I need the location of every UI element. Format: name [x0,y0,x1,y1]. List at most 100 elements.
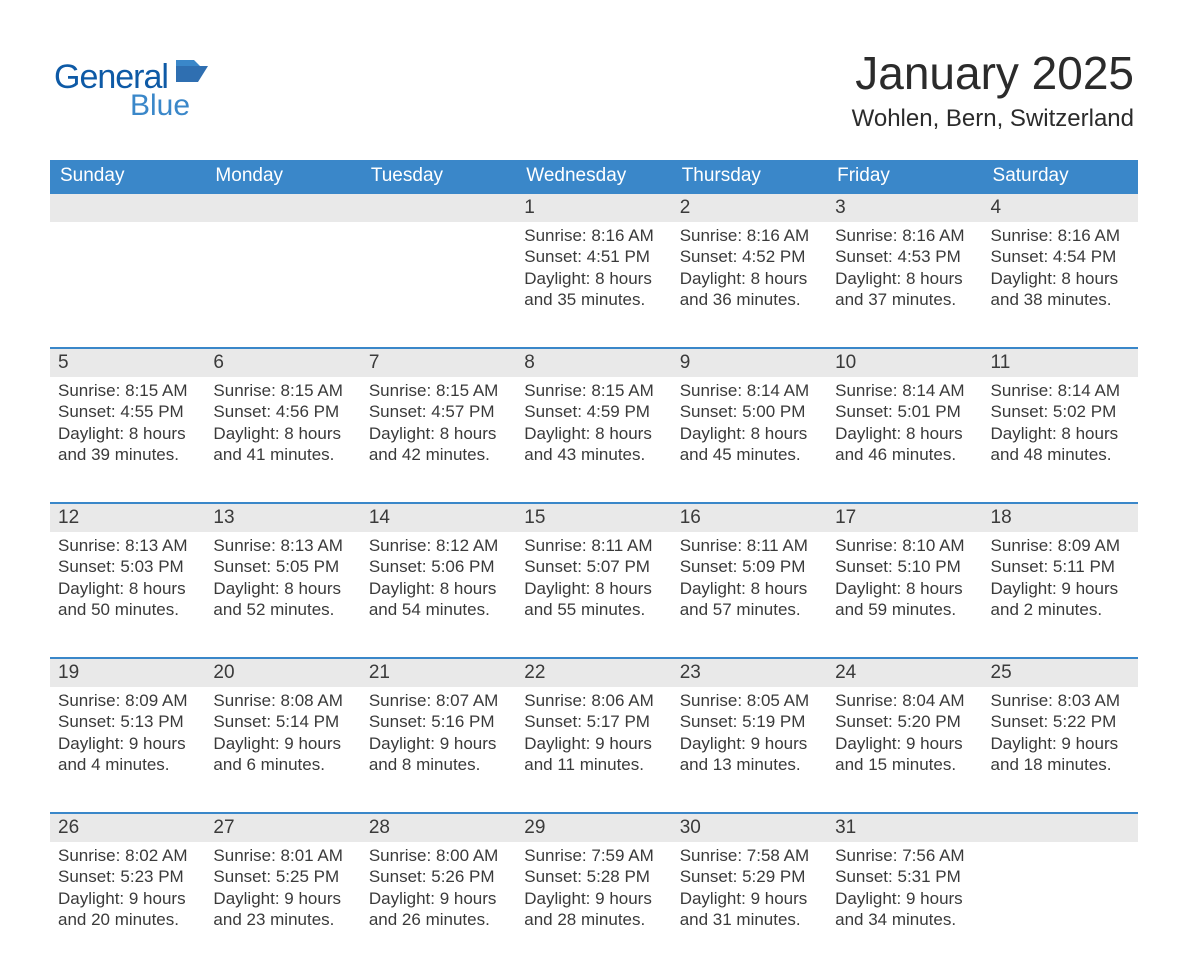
daylight-line1: Daylight: 8 hours [991,268,1130,289]
daylight-value1: 9 hours [751,889,808,908]
daylight-line1: Daylight: 8 hours [58,578,197,599]
daylight-label: Daylight: [680,734,746,753]
sunrise-label: Sunrise: [991,226,1053,245]
sunset-line: Sunset: 4:56 PM [213,401,352,422]
sunrise-value: 8:10 AM [902,536,964,555]
sunset-label: Sunset: [369,712,427,731]
daylight-line2: and 52 minutes. [213,599,352,620]
day-content-cell: Sunrise: 7:58 AMSunset: 5:29 PMDaylight:… [672,842,827,967]
daylight-value1: 9 hours [1061,579,1118,598]
sunset-label: Sunset: [213,557,271,576]
sunset-line: Sunset: 5:16 PM [369,711,508,732]
sunrise-line: Sunrise: 8:03 AM [991,690,1130,711]
sunrise-line: Sunrise: 8:06 AM [524,690,663,711]
daylight-label: Daylight: [835,889,901,908]
daylight-value1: 8 hours [129,424,186,443]
sunset-line: Sunset: 5:02 PM [991,401,1130,422]
daylight-line1: Daylight: 8 hours [58,423,197,444]
sunset-value: 4:54 PM [1053,247,1116,266]
sunrise-label: Sunrise: [369,381,431,400]
daylight-label: Daylight: [58,424,124,443]
sunrise-line: Sunrise: 8:15 AM [524,380,663,401]
sunset-label: Sunset: [58,402,116,421]
daylight-value1: 8 hours [595,269,652,288]
month-title: January 2025 [852,48,1134,99]
daylight-label: Daylight: [213,889,279,908]
daylight-label: Daylight: [524,269,590,288]
sunset-value: 5:29 PM [742,867,805,886]
daylight-value1: 8 hours [751,579,808,598]
daylight-line1: Daylight: 9 hours [680,733,819,754]
sunset-value: 5:03 PM [120,557,183,576]
sunset-value: 4:52 PM [742,247,805,266]
day-content-cell: Sunrise: 8:16 AMSunset: 4:54 PMDaylight:… [983,222,1138,348]
daylight-value1: 8 hours [751,424,808,443]
sunrise-value: 8:06 AM [591,691,653,710]
sunrise-label: Sunrise: [835,536,897,555]
sunset-value: 5:10 PM [898,557,961,576]
sunset-label: Sunset: [991,247,1049,266]
day-content-cell: Sunrise: 8:13 AMSunset: 5:03 PMDaylight:… [50,532,205,658]
daylight-label: Daylight: [524,734,590,753]
sunrise-line: Sunrise: 7:56 AM [835,845,974,866]
daylight-line2: and 37 minutes. [835,289,974,310]
sunset-label: Sunset: [524,247,582,266]
day-content-cell: Sunrise: 8:07 AMSunset: 5:16 PMDaylight:… [361,687,516,813]
daylight-line1: Daylight: 9 hours [58,733,197,754]
day-content-cell: Sunrise: 8:14 AMSunset: 5:02 PMDaylight:… [983,377,1138,503]
weekday-header: Sunday [50,160,205,193]
day-content-cell: Sunrise: 7:56 AMSunset: 5:31 PM Daylight:… [827,842,982,967]
sunrise-label: Sunrise: [58,536,120,555]
daylight-value1: 9 hours [284,734,341,753]
day-content-cell: Sunrise: 8:12 AMSunset: 5:06 PMDaylight:… [361,532,516,658]
daynum-row: 567891011 [50,348,1138,377]
sunset-line: Sunset: 4:53 PM [835,246,974,267]
sunrise-line: Sunrise: 8:14 AM [680,380,819,401]
sunrise-value: 8:09 AM [125,691,187,710]
day-number-cell: 10 [827,348,982,377]
daylight-value1: 9 hours [595,889,652,908]
daylight-label: Daylight: [680,424,746,443]
daylight-label: Daylight: [369,734,435,753]
sunset-label: Sunset: [524,712,582,731]
sunrise-label: Sunrise: [835,846,897,865]
daylight-line2: and 48 minutes. [991,444,1130,465]
content-row: Sunrise: 8:09 AMSunset: 5:13 PMDaylight:… [50,687,1138,813]
sunset-value: 5:22 PM [1053,712,1116,731]
daylight-value1: 9 hours [440,889,497,908]
calendar-body: 1234Sunrise: 8:16 AMSunset: 4:51 PMDayli… [50,193,1138,967]
sunset-value: 5:01 PM [898,402,961,421]
sunset-line: Sunset: 5:20 PM [835,711,974,732]
day-number-cell: 9 [672,348,827,377]
daylight-value1: 9 hours [906,889,963,908]
content-row: Sunrise: 8:13 AM Sunset: 5:03 PM Daylight:… [50,532,1138,658]
empty-content-cell [361,222,516,348]
sunrise-line: Sunrise: 8:04 AM [835,690,974,711]
sunrise-value: 8:13 AM [125,536,187,555]
sunrise-label: Sunrise: [835,226,897,245]
day-number-cell: 13 [205,503,360,532]
weekday-header: Tuesday [361,160,516,193]
sunrise-value: 8:11 AM [747,536,808,555]
sunset-value: 5:19 PM [742,712,805,731]
sunrise-line: Sunrise: 7:59 AM [524,845,663,866]
daylight-line2: and 26 minutes. [369,909,508,930]
sunrise-value: 8:12 AM [436,536,498,555]
daylight-label: Daylight: [524,889,590,908]
sunrise-label: Sunrise: [991,691,1053,710]
sunset-line: Sunset: 5:31 PM [835,866,974,887]
sunrise-label: Sunrise: [991,381,1053,400]
sunrise-value: 8:09 AM [1058,536,1120,555]
daylight-line2: and 43 minutes. [524,444,663,465]
sunrise-line: Sunrise: 8:11 AM [524,535,663,556]
daylight-line1: Daylight: 8 hours [835,423,974,444]
sunset-label: Sunset: [524,867,582,886]
sunset-label: Sunset: [835,867,893,886]
daylight-label: Daylight: [835,269,901,288]
day-number-cell: 12 [50,503,205,532]
daylight-value1: 8 hours [906,579,963,598]
daylight-line1: Daylight: 9 hours [524,888,663,909]
sunset-value: 5:31 PM [898,867,961,886]
daylight-line1: Daylight: 8 hours [369,423,508,444]
daylight-line2: and 4 minutes. [58,754,197,775]
